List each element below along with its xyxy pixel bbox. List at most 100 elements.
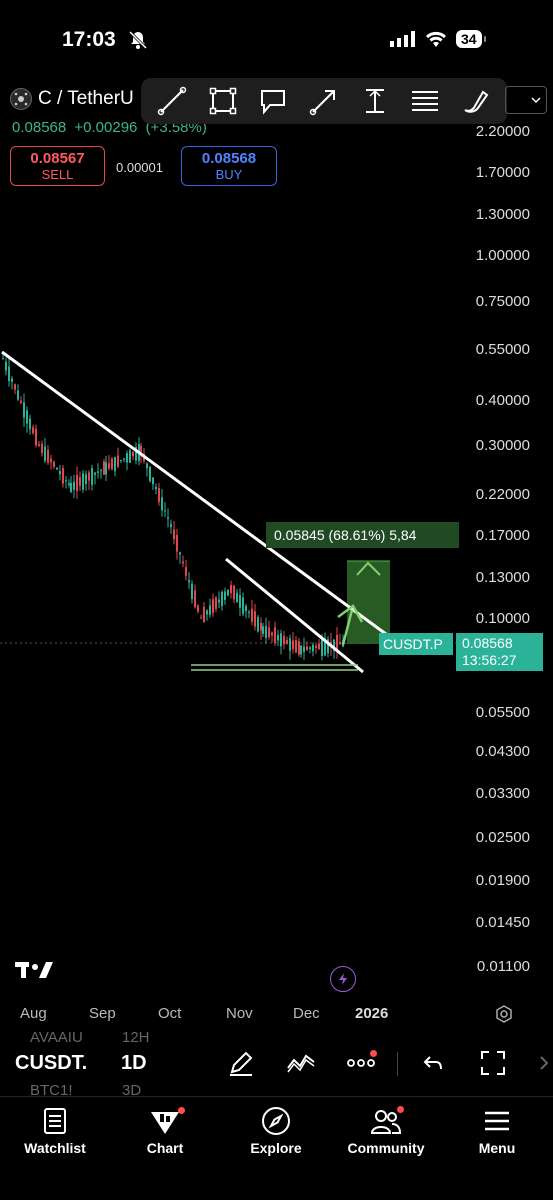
- price-axis-label: 0.03300: [475, 784, 530, 802]
- candle-body: [167, 517, 169, 519]
- tab-menu[interactable]: Menu: [442, 1105, 552, 1156]
- trend-line-icon[interactable]: [154, 83, 190, 119]
- projection-arrow-head: [337, 604, 364, 623]
- candle-body: [336, 634, 338, 652]
- candle-body: [120, 460, 122, 462]
- tab-label-menu: Menu: [478, 1140, 516, 1156]
- candle-body: [268, 627, 270, 638]
- candle-body: [32, 427, 34, 434]
- bottom-tab-bar[interactable]: Watchlist Chart Explore Community Menu: [0, 1096, 553, 1200]
- measure-label[interactable]: 0.05845 (68.61%) 5,84: [266, 522, 459, 548]
- bottom-symbol[interactable]: CUSDT.: [15, 1052, 88, 1074]
- candle-body: [56, 467, 58, 470]
- candle-body: [197, 605, 199, 612]
- rectangle-icon[interactable]: [205, 83, 241, 119]
- sell-button[interactable]: 0.08567 SELL: [10, 146, 105, 186]
- arrow-icon[interactable]: [306, 83, 342, 119]
- candle-body: [65, 480, 67, 482]
- major-trendline[interactable]: [1, 350, 391, 639]
- price-axis-label: 0.75000: [475, 292, 530, 310]
- price-axis-label: 0.55000: [475, 341, 530, 359]
- candle-body: [161, 497, 163, 511]
- scroll-more-icon[interactable]: [535, 1048, 553, 1078]
- candle-body: [248, 611, 250, 613]
- candle-body: [70, 482, 72, 492]
- chart-area[interactable]: [0, 0, 553, 1000]
- candle-body: [68, 483, 70, 486]
- candle-body: [50, 458, 52, 463]
- tab-watchlist[interactable]: Watchlist: [0, 1105, 110, 1156]
- fullscreen-icon[interactable]: [478, 1048, 508, 1078]
- candle-body: [135, 446, 137, 461]
- candle-body: [176, 535, 178, 552]
- candle-body: [283, 636, 285, 645]
- faded-interval-2: 3D: [122, 1082, 142, 1099]
- symbol-title[interactable]: C / TetherU: [38, 88, 134, 109]
- candle-body: [23, 402, 25, 418]
- candle-body: [53, 461, 55, 467]
- brush-icon[interactable]: [458, 83, 494, 119]
- undo-icon[interactable]: [418, 1048, 448, 1078]
- indicators-icon[interactable]: [286, 1048, 316, 1078]
- candle-body: [97, 471, 99, 473]
- candle-body: [29, 418, 31, 430]
- candle-body: [212, 599, 214, 613]
- callout-icon[interactable]: [255, 83, 291, 119]
- price-range-icon[interactable]: [357, 83, 393, 119]
- price-change: +0.00296: [74, 119, 138, 136]
- candle-body: [82, 473, 84, 490]
- price-axis-label: 0.01900: [475, 871, 530, 889]
- candle-body: [114, 456, 116, 472]
- candle-body: [188, 580, 190, 583]
- tab-explore[interactable]: Explore: [221, 1105, 331, 1156]
- faded-interval-1: 12H: [122, 1029, 150, 1046]
- buy-label: BUY: [215, 167, 243, 182]
- candle-body: [108, 463, 110, 469]
- drawing-toolbar[interactable]: [141, 78, 507, 124]
- lightning-icon[interactable]: [330, 966, 356, 992]
- candle-body: [44, 446, 46, 462]
- candle-body: [286, 640, 288, 644]
- last-price-tag: 0.08568 13:56:27: [456, 633, 543, 671]
- candle-body: [85, 474, 87, 485]
- time-label-nov: Nov: [226, 1005, 253, 1022]
- candle-body: [206, 610, 208, 615]
- time-label-oct: Oct: [158, 1005, 182, 1022]
- candle-body: [254, 611, 256, 627]
- candle-body: [239, 595, 241, 608]
- candle-body: [14, 384, 16, 390]
- candle-body: [149, 466, 151, 481]
- candle-body: [179, 552, 181, 555]
- settings-icon[interactable]: [494, 1004, 514, 1029]
- candle-body: [280, 633, 282, 647]
- symbol-header[interactable]: C / TetherU: [10, 88, 134, 110]
- minor-trendline[interactable]: [225, 557, 364, 674]
- watchlist-icon: [0, 1105, 110, 1137]
- faded-symbol-2: BTC1!: [30, 1082, 73, 1099]
- candle-body: [26, 410, 28, 424]
- more-icon[interactable]: [346, 1048, 377, 1078]
- interval-selector[interactable]: 1D: [121, 1052, 147, 1074]
- tab-chart[interactable]: Chart: [110, 1105, 220, 1156]
- candle-body: [324, 638, 326, 656]
- fib-retracement-icon[interactable]: [407, 83, 443, 119]
- candle-body: [170, 524, 172, 528]
- buy-button[interactable]: 0.08568 BUY: [181, 146, 277, 186]
- candle-body: [123, 458, 125, 460]
- tab-label-watchlist: Watchlist: [24, 1140, 86, 1156]
- candle-body: [146, 463, 148, 469]
- candle-body: [274, 627, 276, 643]
- candle-body: [20, 400, 22, 403]
- draw-pen-icon[interactable]: [226, 1048, 256, 1078]
- tab-community[interactable]: Community: [331, 1105, 441, 1156]
- toolbar-dropdown[interactable]: [505, 86, 547, 114]
- candle-body: [245, 605, 247, 612]
- candle-body: [173, 529, 175, 540]
- price-axis-label: 1.30000: [475, 205, 530, 223]
- candle-body: [257, 617, 259, 632]
- last-price-value: 0.08568: [462, 635, 513, 651]
- toolbar-divider: [397, 1052, 398, 1076]
- candle-body: [140, 445, 142, 455]
- chart-icon: [110, 1105, 220, 1137]
- price-chart[interactable]: [0, 0, 553, 1000]
